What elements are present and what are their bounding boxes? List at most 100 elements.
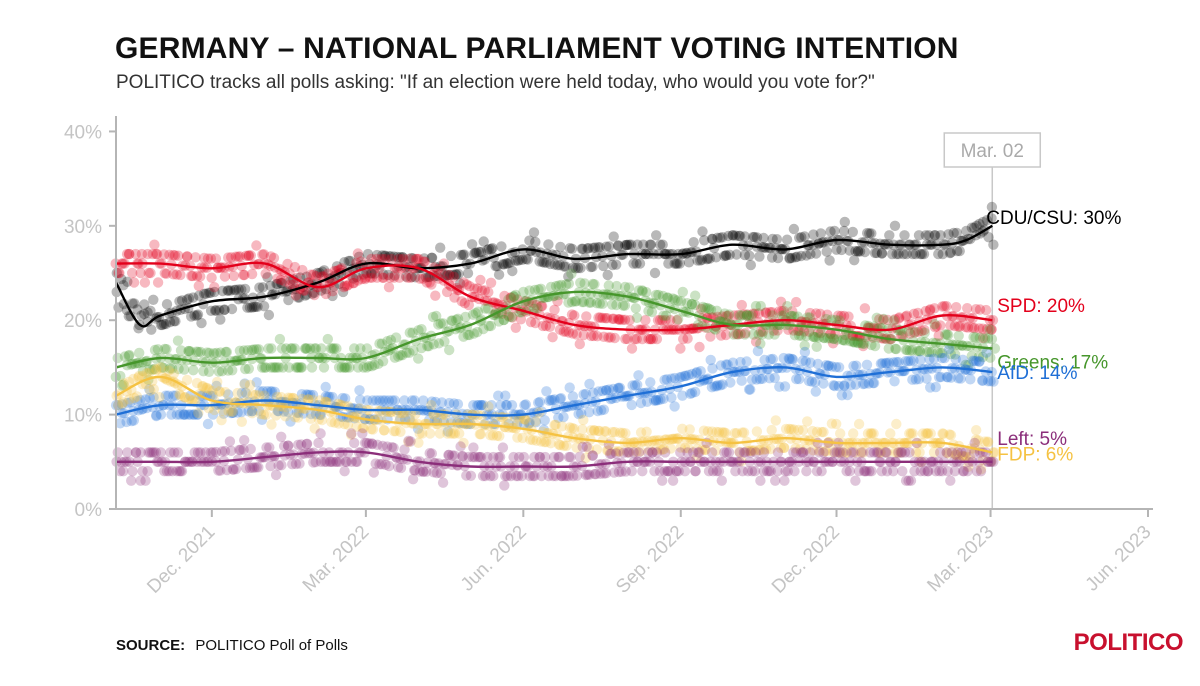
spd-poll-dot: [405, 272, 416, 283]
greens-poll-dot: [690, 299, 701, 311]
afd-poll-dot: [436, 397, 448, 408]
greens-poll-dot: [377, 356, 389, 367]
fdp-poll-dot: [345, 429, 357, 440]
fdp-poll-dot: [454, 428, 465, 439]
spd-poll-dot: [554, 324, 566, 335]
afd-poll-dot: [257, 386, 269, 397]
spd-poll-dot: [977, 332, 989, 344]
cdu-csu-poll-dot: [420, 272, 432, 283]
afd-poll-dot: [126, 415, 137, 427]
spd-poll-dot: [920, 305, 931, 317]
spd-poll-dot: [414, 273, 426, 284]
left-poll-dot: [706, 447, 718, 458]
cdu-csu-poll-dot: [621, 239, 632, 251]
cdu-csu-poll-dot: [401, 271, 412, 282]
spd-poll-dot: [320, 288, 332, 300]
spd-poll-dot: [190, 252, 201, 263]
spd-poll-dot: [403, 253, 415, 265]
afd-poll-dot: [355, 394, 366, 405]
cdu-csu-poll-dot: [435, 242, 446, 253]
spd-poll-dot: [741, 309, 753, 320]
afd-poll-dot: [839, 380, 850, 391]
cdu-csu-poll-dot: [672, 258, 683, 269]
greens-poll-dot: [782, 301, 793, 312]
spd-poll-dot: [631, 333, 642, 345]
greens-poll-dot: [257, 362, 268, 373]
greens-poll-dot: [358, 362, 369, 373]
afd-poll-dot: [553, 412, 564, 423]
cdu-csu-poll-dot: [534, 256, 545, 267]
greens-poll-dot: [277, 362, 289, 373]
cdu-csu-poll-dot: [507, 265, 518, 277]
spd-poll-dot: [169, 250, 181, 261]
fdp-poll-dot: [204, 384, 215, 395]
cdu-csu-poll-dot: [604, 241, 615, 252]
fdp-poll-dot: [197, 381, 209, 392]
spd-poll-dot: [228, 270, 239, 282]
cdu-csu-poll-dot: [767, 233, 778, 245]
afd-poll-dot: [941, 371, 953, 383]
afd-poll-dot: [144, 384, 155, 395]
spd-poll-dot: [485, 277, 497, 288]
spd-poll-dot: [788, 325, 799, 336]
greens-poll-dot: [578, 296, 589, 308]
afd-poll-dot: [712, 380, 723, 391]
greens-poll-dot: [115, 370, 126, 382]
greens-poll-dot: [385, 334, 397, 346]
cdu-csu-poll-dot: [795, 250, 807, 262]
left-poll-dot: [435, 468, 446, 479]
spd-poll-dot: [327, 286, 338, 297]
spd-poll-dot: [246, 268, 258, 280]
cdu-csu-poll-dot: [781, 234, 793, 245]
greens-poll-dot: [667, 293, 678, 304]
afd-poll-dot: [746, 374, 758, 385]
afd-poll-dot: [881, 357, 892, 369]
cdu-csu-poll-dot: [366, 268, 377, 279]
fdp-poll-dot: [116, 398, 128, 409]
afd-poll-dot: [641, 396, 653, 407]
cdu-csu-poll-dot: [257, 282, 269, 293]
cdu-csu-poll-dot: [893, 248, 904, 260]
afd-poll-dot: [518, 418, 530, 430]
spd-poll-dot: [547, 332, 558, 343]
spd-poll-dot: [637, 333, 648, 345]
fdp-poll-dot: [148, 384, 159, 395]
afd-poll-dot: [686, 368, 698, 380]
afd-poll-dot: [135, 394, 146, 406]
cdu-csu-poll-dot: [493, 269, 505, 280]
afd-poll-dot: [935, 371, 947, 383]
cdu-csu-poll-dot: [294, 292, 305, 303]
greens-poll-dot: [260, 362, 272, 373]
greens-poll-dot: [251, 344, 262, 355]
cdu-csu-poll-dot: [552, 260, 563, 271]
greens-poll-dot: [871, 312, 882, 323]
fdp-poll-dot: [326, 416, 337, 428]
spd-poll-dot: [986, 324, 997, 335]
fdp-poll-dot: [188, 395, 199, 406]
greens-poll-dot: [223, 365, 234, 376]
greens-poll-dot: [650, 289, 662, 301]
afd-poll-dot: [367, 395, 378, 406]
greens-poll-dot: [289, 343, 300, 354]
cdu-csu-poll-dot: [854, 246, 866, 257]
fdp-poll-dot: [280, 411, 291, 422]
cdu-csu-poll-dot: [389, 270, 400, 281]
fdp-poll-dot: [232, 387, 243, 399]
cdu-csu-poll-dot: [723, 230, 734, 242]
left-poll-dot: [276, 460, 287, 471]
spd-end-label: SPD: 20%: [997, 296, 1085, 317]
spd-poll-dot: [937, 301, 948, 312]
spd-poll-dot: [205, 253, 217, 264]
afd-poll-dot: [762, 363, 774, 375]
greens-poll-dot: [724, 309, 735, 320]
afd-poll-dot: [262, 386, 273, 397]
left-poll-dot: [694, 447, 705, 458]
afd-poll-dot: [859, 378, 870, 389]
fdp-poll-dot: [320, 396, 331, 407]
afd-poll-dot: [322, 391, 334, 402]
spd-poll-dot: [505, 292, 516, 303]
cdu-csu-poll-dot: [406, 271, 417, 283]
greens-poll-dot: [966, 350, 977, 362]
left-poll-dot: [801, 466, 812, 477]
spd-poll-dot: [889, 314, 901, 325]
